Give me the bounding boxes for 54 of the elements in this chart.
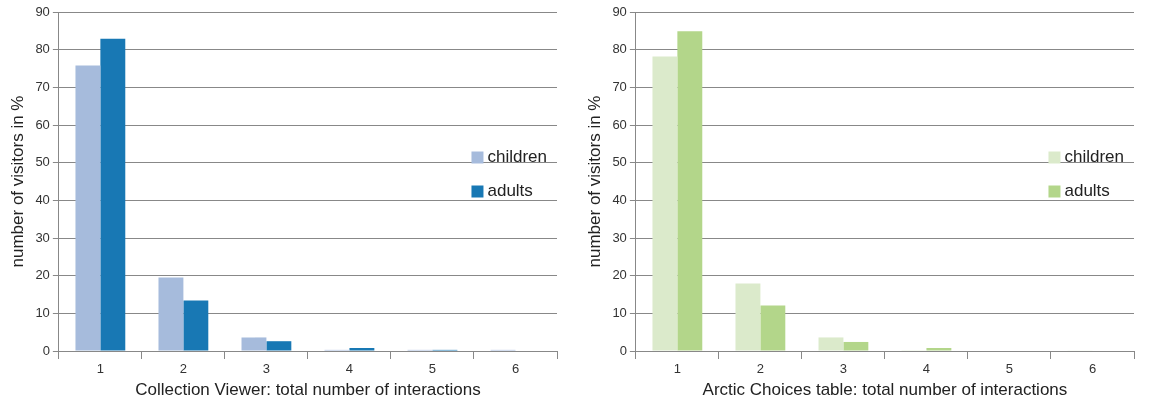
bar [735,283,761,351]
x-tick-label: 3 [839,361,848,377]
x-axis-title: Collection Viewer: total number of interactions [135,380,481,400]
y-tick-label: 70 [612,78,627,94]
x-tick-label: 5 [1005,361,1014,377]
y-tick-label: 60 [612,116,627,132]
y-axis-title: number of visitors in % [7,95,27,268]
bar [843,341,869,351]
legend-label: children [1064,147,1125,167]
y-tick-label: 10 [612,304,627,320]
legend-label: adults [487,181,533,201]
x-tick-label: 3 [262,361,271,377]
y-tick-label: 30 [35,229,50,245]
y-tick-label: 50 [612,154,627,170]
y-tick-label: 20 [35,267,50,283]
x-tick-label: 5 [428,361,437,377]
x-tick-label: 4 [922,361,931,377]
x-tick-label: 2 [179,361,188,377]
x-tick-label: 1 [673,361,681,377]
x-tick-label: 6 [1088,361,1097,377]
y-tick-label: 30 [612,229,627,245]
y-tick-label: 0 [42,342,50,358]
x-tick-label: 1 [96,361,104,377]
x-tick-label: 4 [345,361,354,377]
bar [100,38,126,351]
y-tick-label: 90 [612,3,627,19]
bar [75,65,101,351]
y-tick-label: 80 [612,41,627,57]
bar [652,56,678,351]
bar [266,341,292,351]
bar [183,300,209,351]
y-tick-label: 70 [35,78,50,94]
y-tick-label: 10 [35,304,50,320]
y-tick-label: 50 [35,154,50,170]
y-tick-label: 90 [35,3,50,19]
x-tick-label: 6 [511,361,520,377]
bar [677,31,703,351]
bar [760,305,786,351]
x-tick-label: 2 [756,361,765,377]
bar [158,277,184,351]
bar [818,337,844,351]
y-axis-title: number of visitors in % [584,95,604,268]
bar [241,337,267,351]
y-tick-label: 80 [35,41,50,57]
bar [926,347,952,351]
y-tick-label: 40 [35,191,50,207]
y-tick-label: 20 [612,267,627,283]
y-tick-label: 40 [612,191,627,207]
y-tick-label: 0 [619,342,627,358]
legend-label: adults [1064,181,1110,201]
y-tick-label: 60 [35,116,50,132]
legend-label: children [487,147,548,167]
bar [349,347,375,351]
x-axis-title: Arctic Choices table: total number of interactions [702,380,1068,400]
